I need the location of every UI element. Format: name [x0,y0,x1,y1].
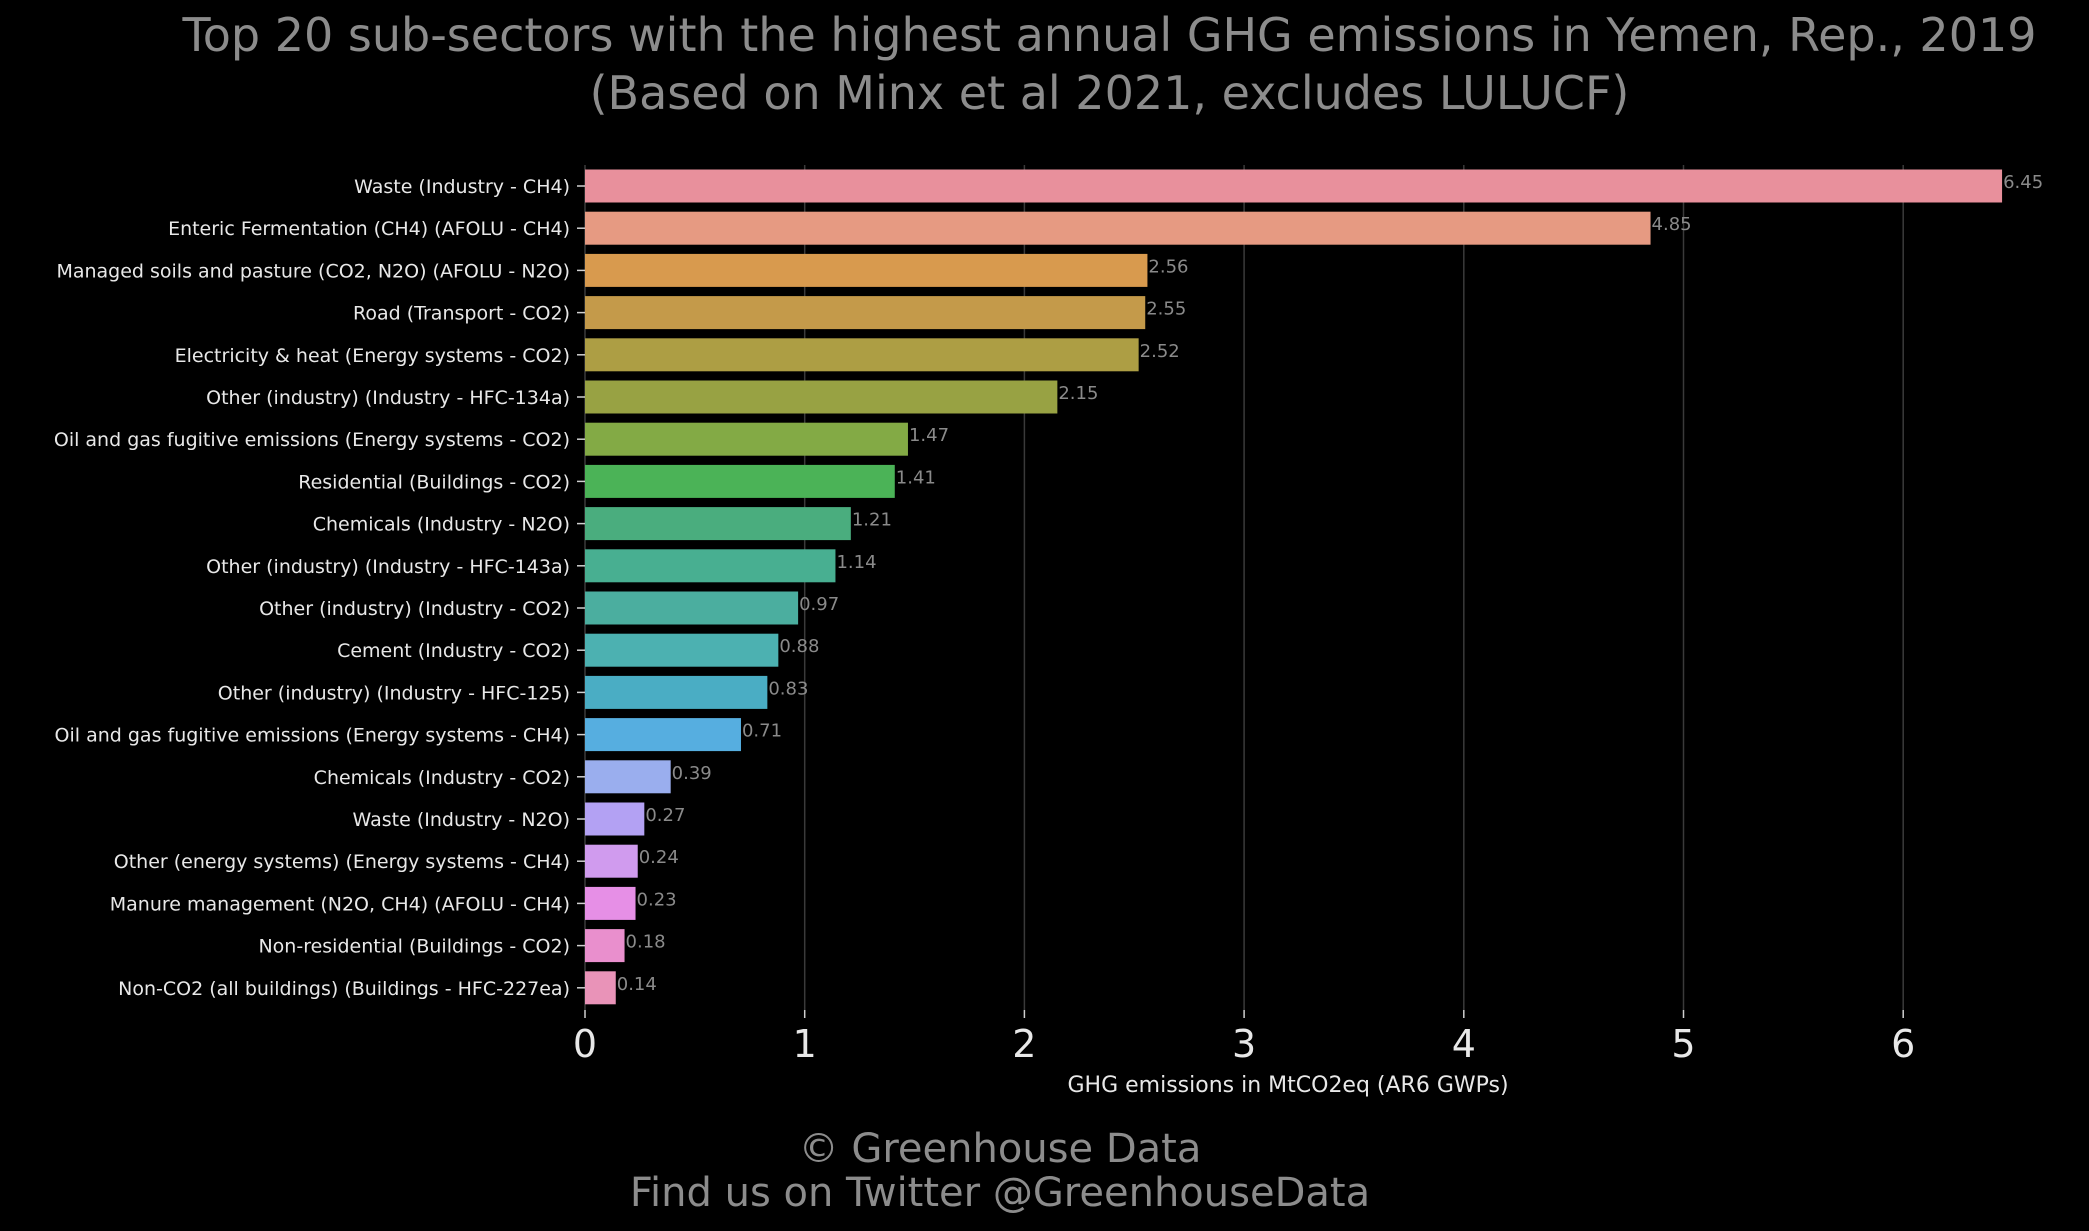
bar [585,253,1148,287]
category-label: Manure management (N2O, CH4) (AFOLU - CH… [110,893,570,915]
x-tick-label: 0 [573,1022,597,1066]
bar [585,464,895,498]
bar [585,886,636,920]
grid-lines [584,165,1904,1010]
bar [585,211,1651,245]
x-tick-label: 6 [1891,1022,1915,1066]
value-label: 0.23 [637,889,677,910]
chart-subtitle: (Based on Minx et al 2021, excludes LULU… [589,66,1630,120]
value-label: 0.88 [779,636,819,657]
value-label: 0.39 [672,763,712,784]
category-label: Other (industry) (Industry - HFC-125) [218,682,570,704]
x-axis-ticks: 0 1 2 3 4 5 6 [573,1010,1915,1066]
bar [585,507,851,541]
bar [585,844,638,878]
category-label: Other (industry) (Industry - CO2) [259,598,570,620]
bar [585,380,1058,414]
value-label: 0.97 [799,594,839,615]
bars [585,169,2003,1005]
category-label: Oil and gas fugitive emissions (Energy s… [55,725,570,747]
value-label: 1.47 [909,425,949,446]
bar [585,760,671,794]
x-tick-label: 4 [1452,1022,1476,1066]
bar [585,591,799,625]
x-tick-label: 2 [1012,1022,1036,1066]
footer-twitter: Find us on Twitter @GreenhouseData [629,1170,1371,1216]
chart-title: Top 20 sub-sectors with the highest annu… [182,8,2037,62]
category-label: Chemicals (Industry - N2O) [313,514,570,536]
category-labels: Waste (Industry - CH4) Enteric Fermentati… [54,176,585,1000]
category-label: Oil and gas fugitive emissions (Energy s… [54,429,570,451]
value-label: 1.14 [836,552,876,573]
value-label: 2.55 [1146,299,1186,320]
value-label: 0.83 [768,678,808,699]
bar [585,296,1146,330]
x-tick-label: 1 [793,1022,817,1066]
category-label: Other (energy systems) (Energy systems -… [114,851,570,873]
category-label: Non-residential (Buildings - CO2) [258,936,570,958]
category-label: Managed soils and pasture (CO2, N2O) (AF… [56,260,570,282]
value-label: 2.15 [1058,383,1098,404]
bar [585,338,1139,372]
value-label: 0.18 [626,932,666,953]
bar [585,633,779,667]
category-label: Chemicals (Industry - CO2) [314,767,570,789]
x-axis-title: GHG emissions in MtCO2eq (AR6 GWPs) [1068,1073,1509,1098]
category-label: Other (industry) (Industry - HFC-143a) [206,556,570,578]
value-label: 6.45 [2003,172,2043,193]
category-label: Waste (Industry - N2O) [353,809,570,831]
bar [585,422,908,456]
value-label: 2.56 [1148,256,1188,277]
category-label: Other (industry) (Industry - HFC-134a) [206,387,570,409]
bar [585,169,2003,203]
category-label: Enteric Fermentation (CH4) (AFOLU - CH4) [168,218,570,240]
value-label: 0.24 [639,847,679,868]
value-label: 2.52 [1140,341,1180,362]
value-label: 0.71 [742,721,782,742]
category-label: Road (Transport - CO2) [353,303,570,325]
value-label: 0.27 [645,805,685,826]
value-labels: 6.45 4.85 2.56 2.55 2.52 2.15 1.47 1.41 1.21 1.14… [617,172,2043,995]
value-label: 1.21 [852,510,892,531]
bar [585,718,741,752]
bar [585,549,836,583]
bar [585,675,768,709]
bar [585,971,616,1005]
x-tick-label: 5 [1671,1022,1695,1066]
x-tick-label: 3 [1232,1022,1256,1066]
value-label: 4.85 [1652,214,1692,235]
value-label: 1.41 [896,467,936,488]
value-label: 0.14 [617,974,657,995]
category-label: Waste (Industry - CH4) [354,176,570,198]
category-label: Cement (Industry - CO2) [337,640,570,662]
category-label: Electricity & heat (Energy systems - CO2… [175,345,570,367]
category-label: Residential (Buildings - CO2) [298,471,570,493]
bar [585,929,625,963]
category-label: Non-CO2 (all buildings) (Buildings - HFC… [118,978,570,1000]
footer-copyright: © Greenhouse Data [798,1126,1202,1172]
bar [585,802,645,836]
